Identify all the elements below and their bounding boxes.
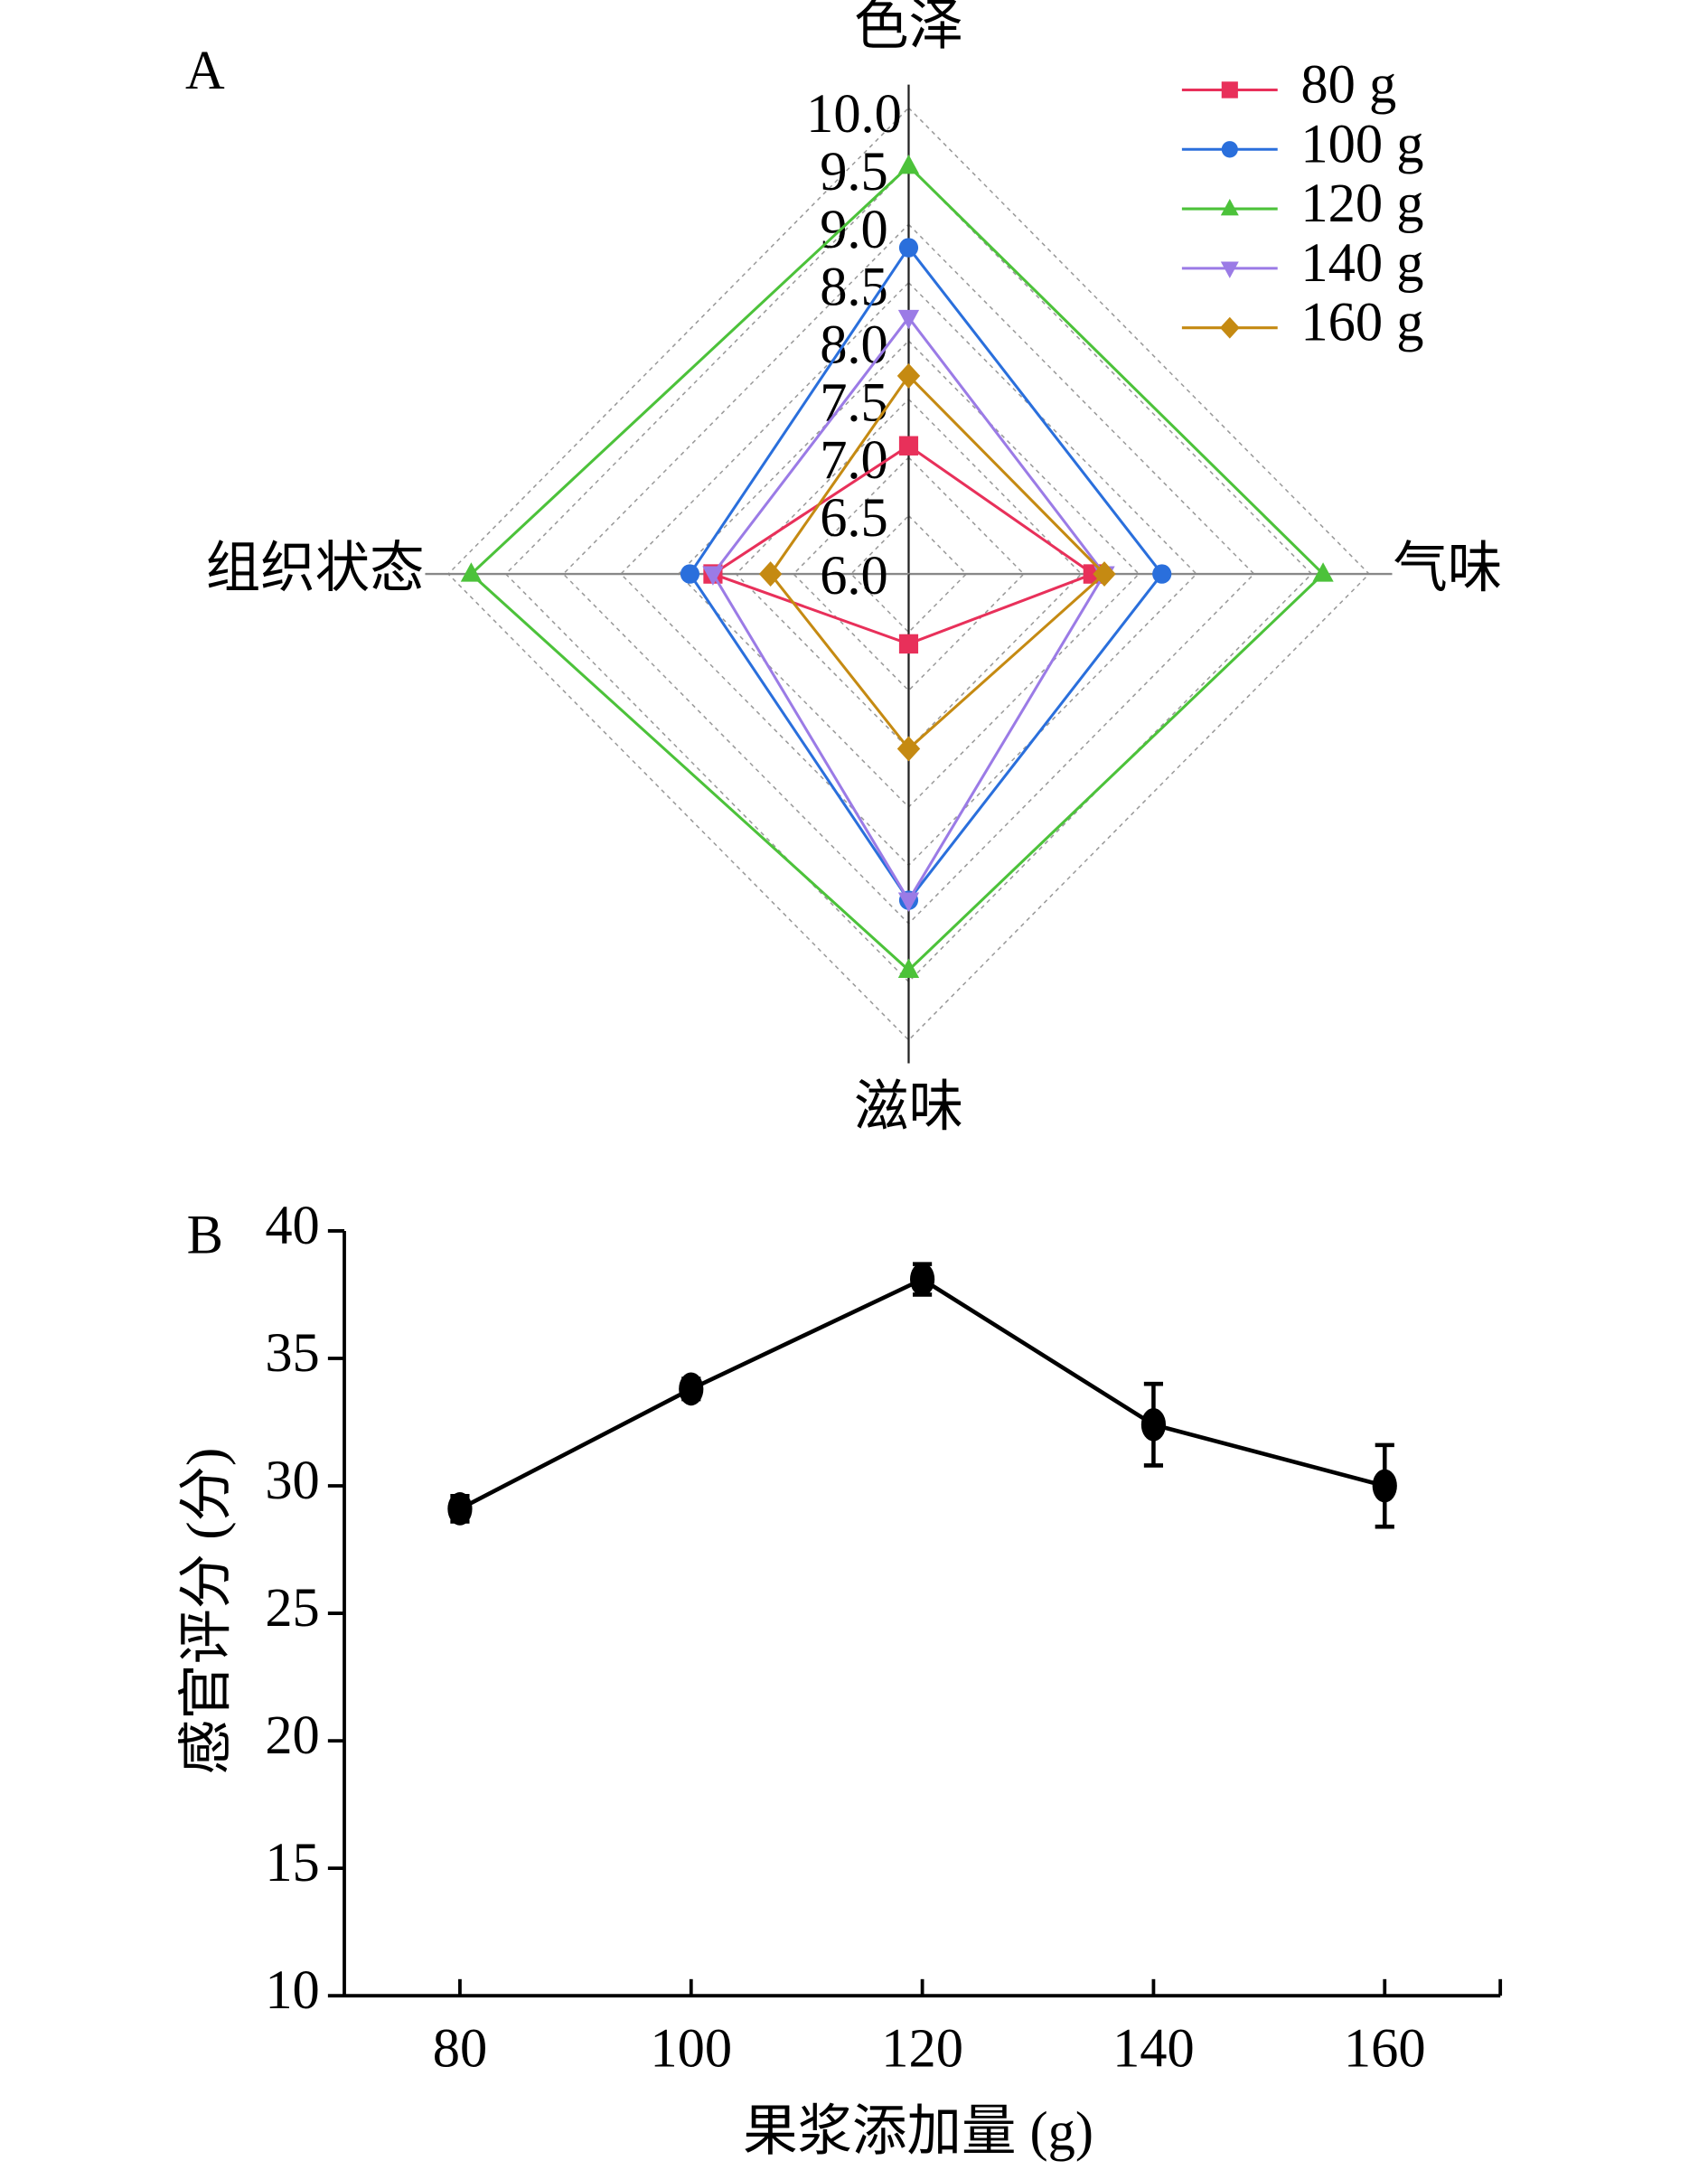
panel-label: B [187, 1205, 223, 1265]
point [447, 1492, 473, 1526]
axis-label: 色泽 [854, 0, 963, 57]
x-tick-label: 120 [881, 2018, 963, 2079]
marker [1219, 316, 1240, 339]
legend-label: 140 g [1300, 233, 1423, 294]
panel-label: A [185, 41, 225, 101]
point [1140, 1407, 1167, 1442]
r-tick-label: 9.0 [820, 200, 888, 260]
x-axis-label: 果浆添加量 (g) [743, 2101, 1093, 2162]
grid-line [849, 514, 968, 634]
marker [898, 436, 919, 456]
marker [897, 958, 920, 978]
axis-label: 气味 [1393, 539, 1502, 599]
y-tick-label: 30 [265, 1451, 319, 1511]
marker [1220, 199, 1239, 216]
x-tick-label: 100 [650, 2018, 732, 2079]
y-tick-label: 15 [265, 1833, 319, 1893]
y-tick-label: 25 [265, 1578, 319, 1639]
marker [1093, 561, 1116, 587]
marker [897, 154, 920, 174]
point [679, 1372, 704, 1406]
grid-line [793, 456, 1025, 692]
r-tick-label: 9.5 [820, 142, 888, 202]
legend-label: 160 g [1300, 292, 1423, 352]
marker [896, 362, 921, 389]
series-line [469, 164, 1326, 972]
point [1372, 1469, 1397, 1503]
series-line [709, 444, 1096, 646]
y-tick-label: 20 [265, 1705, 319, 1766]
r-tick-label: 6.0 [820, 545, 888, 606]
legend-label: 120 g [1300, 174, 1423, 234]
marker [460, 562, 483, 582]
r-tick-label: 10.0 [806, 84, 902, 145]
marker [1220, 261, 1239, 278]
marker [680, 564, 700, 584]
marker [1221, 81, 1238, 99]
y-axis-label: 感官评分 (分) [177, 1448, 238, 1775]
marker [702, 566, 724, 586]
marker [1152, 564, 1172, 584]
series-line [458, 1276, 1385, 1511]
r-tick-label: 8.5 [820, 257, 888, 317]
y-tick-label: 35 [265, 1323, 319, 1384]
legend-label: 100 g [1300, 114, 1423, 174]
axis-label: 滋味 [854, 1077, 963, 1138]
x-tick-label: 160 [1344, 2018, 1426, 2079]
marker [897, 892, 920, 912]
marker [896, 736, 921, 762]
y-tick-label: 10 [265, 1960, 319, 2021]
r-tick-label: 7.5 [820, 372, 888, 433]
y-tick-label: 40 [265, 1196, 319, 1256]
marker [898, 238, 919, 258]
legend-label: 80 g [1300, 54, 1396, 115]
grid-line [735, 398, 1083, 750]
x-tick-label: 80 [433, 2018, 487, 2079]
axis-label: 组织状态 [206, 539, 425, 599]
marker [897, 309, 920, 330]
marker [1221, 141, 1238, 158]
point [909, 1263, 935, 1296]
marker [898, 634, 919, 654]
marker [758, 561, 783, 587]
x-tick-label: 140 [1112, 2018, 1195, 2079]
marker [1312, 562, 1334, 582]
